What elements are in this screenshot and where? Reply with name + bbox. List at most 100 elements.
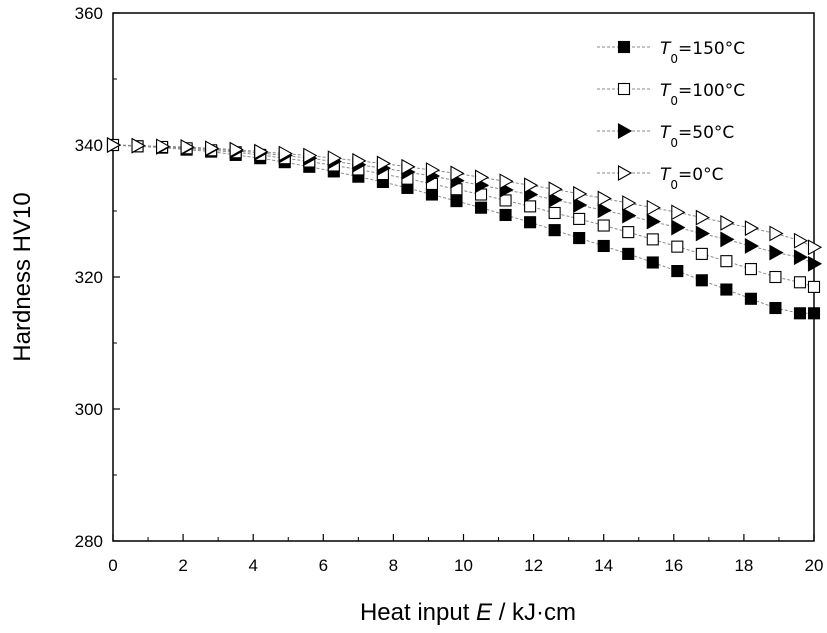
data-point (720, 231, 735, 248)
data-point (744, 238, 760, 254)
x-tick-label: 18 (734, 556, 753, 575)
legend-entry: T0=100°C (597, 81, 745, 108)
data-point (769, 270, 782, 284)
data-point (695, 247, 708, 260)
legend-entry: T0=50°C (597, 123, 734, 150)
data-point (807, 239, 823, 256)
data-point (573, 197, 588, 213)
data-point (646, 256, 659, 269)
series-3 (106, 137, 823, 256)
data-point (450, 195, 463, 208)
data-point (131, 137, 146, 154)
data-point (106, 137, 122, 153)
data-point (205, 140, 220, 157)
data-point (671, 240, 684, 253)
data-series (106, 137, 823, 320)
data-point (793, 232, 809, 249)
data-point (474, 169, 490, 186)
data-point (807, 307, 821, 320)
data-point (793, 249, 809, 266)
legend-label: T0=100°C (660, 81, 745, 108)
series-line (112, 144, 815, 248)
y-tick-label: 340 (75, 136, 103, 155)
data-point (229, 141, 244, 158)
legend-marker (617, 82, 631, 96)
x-tick-label: 0 (108, 556, 117, 575)
data-point (573, 232, 586, 245)
data-point (573, 212, 586, 225)
x-tick-label: 6 (319, 556, 328, 575)
legend-label: T0=0°C (660, 165, 723, 192)
data-point (622, 247, 635, 260)
data-point (156, 138, 171, 155)
data-point (597, 239, 610, 253)
data-point (597, 202, 612, 219)
data-point (327, 150, 342, 167)
data-point (646, 199, 661, 216)
legend-entry: T0=150°C (597, 39, 745, 66)
y-tick-label: 320 (75, 268, 103, 287)
data-point (573, 185, 588, 202)
y-tick-label: 300 (75, 400, 103, 419)
data-point (720, 283, 733, 296)
y-tick-label: 280 (75, 532, 103, 551)
data-point (646, 233, 659, 246)
data-point (807, 280, 821, 293)
data-point (744, 292, 757, 305)
data-point (744, 220, 760, 237)
data-point (376, 155, 392, 172)
legend-marker (617, 165, 633, 181)
data-point (695, 225, 710, 242)
data-point (807, 255, 823, 272)
data-point (524, 200, 537, 213)
data-point (622, 207, 637, 224)
x-tick-label: 4 (248, 556, 257, 575)
data-point (597, 219, 610, 232)
data-point (499, 194, 512, 207)
axis-ticks: 0 2 4 6 8 10 12 14 16 18 20 280 300 320 340 360 (75, 4, 824, 575)
data-point (254, 143, 269, 160)
data-point (425, 188, 439, 201)
x-tick-label: 8 (389, 556, 398, 575)
x-tick-label: 20 (805, 556, 824, 575)
x-axis-title-suffix: / kJ·cm (492, 599, 576, 626)
data-point (401, 158, 416, 175)
data-point (671, 204, 686, 221)
data-point (597, 190, 612, 207)
x-tick-label: 16 (664, 556, 683, 575)
legend: T0=150°C T0=100°C T0=50°C T0=0°C (597, 39, 745, 192)
x-tick-label: 14 (594, 556, 613, 575)
data-point (524, 177, 539, 194)
data-point (622, 226, 635, 239)
data-point (793, 276, 807, 289)
legend-label: T0=50°C (660, 123, 734, 150)
data-point (499, 173, 514, 190)
data-point (548, 181, 563, 198)
y-tick-label: 360 (75, 4, 103, 23)
data-point (695, 274, 708, 287)
x-axis-title: Heat input E / kJ·cm (360, 599, 576, 626)
data-point (744, 263, 757, 276)
data-point (720, 255, 733, 268)
data-point (671, 265, 684, 278)
data-point (720, 214, 735, 231)
legend-marker (617, 40, 631, 54)
data-point (303, 147, 318, 164)
y-axis-title: Hardness HV10 (9, 192, 36, 361)
data-point (450, 165, 465, 182)
x-tick-label: 10 (454, 556, 473, 575)
data-point (474, 201, 488, 214)
data-point (769, 301, 782, 315)
legend-marker (617, 123, 633, 139)
data-point (548, 206, 561, 220)
data-point (524, 216, 537, 229)
x-tick-label: 12 (524, 556, 543, 575)
data-point (769, 225, 784, 242)
data-point (180, 139, 195, 155)
data-point (352, 152, 367, 169)
data-point (425, 162, 441, 179)
data-point (793, 307, 807, 320)
data-point (548, 224, 561, 237)
data-point (278, 145, 293, 162)
